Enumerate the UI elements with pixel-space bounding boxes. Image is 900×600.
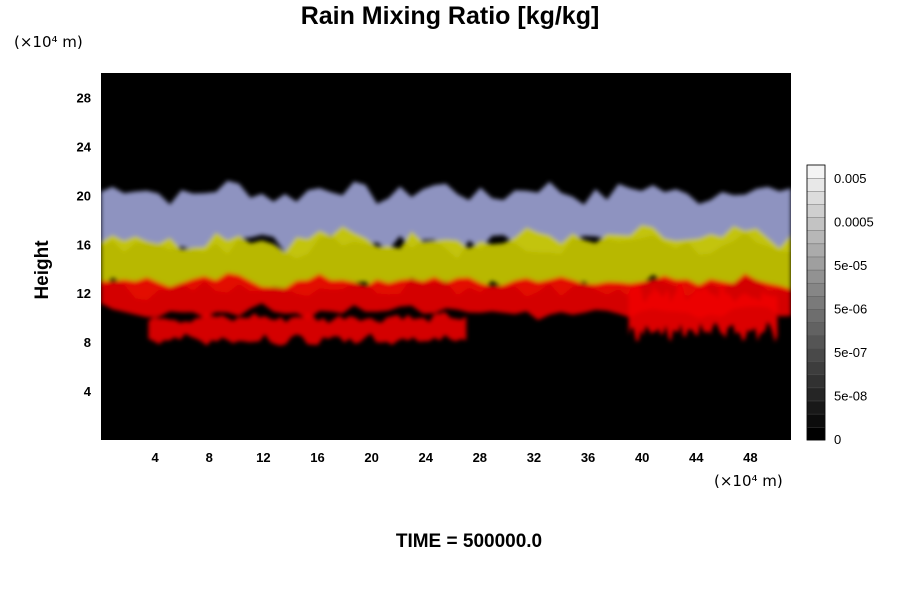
x-tick-label: 36	[581, 450, 595, 465]
colorbar-level	[806, 361, 826, 376]
colorbar-level	[806, 374, 826, 389]
x-tick-label: 32	[527, 450, 541, 465]
colorbar-level	[806, 256, 826, 271]
colorbar-tick-label: 5e-05	[834, 258, 867, 273]
colorbar-tick-label: 0.005	[834, 171, 867, 186]
band-yellow-layer	[101, 224, 791, 301]
x-tick-label: 40	[635, 450, 649, 465]
colorbar-level	[806, 400, 826, 415]
colorbar-level	[806, 335, 826, 349]
x-tick-label: 20	[364, 450, 378, 465]
colorbar-tick-label: 5e-08	[834, 389, 867, 404]
x-axis-unit: (×10⁴ m)	[714, 472, 783, 490]
y-axis-unit: (×10⁴ m)	[14, 33, 83, 51]
colorbar-level	[806, 243, 826, 258]
y-tick-label: 20	[77, 188, 91, 203]
y-tick-label: 28	[77, 90, 91, 105]
colorbar-level	[806, 164, 826, 179]
data-bands	[101, 180, 791, 346]
colorbar-level	[806, 190, 826, 205]
x-tick-label: 4	[152, 450, 160, 465]
time-label: TIME = 500000.0	[395, 531, 543, 552]
colorbar-level	[806, 348, 826, 362]
colorbar-tick-label: 5e-06	[834, 302, 867, 317]
x-tick-label: 28	[473, 450, 487, 465]
colorbar-level	[806, 413, 826, 428]
colorbar-level	[806, 230, 826, 245]
colorbar-tick-label: 0	[834, 432, 841, 447]
chart-title: Rain Mixing Ratio [kg/kg]	[300, 2, 600, 30]
y-tick-label: 12	[77, 286, 91, 301]
colorbar-level	[806, 426, 826, 441]
colorbar-level	[806, 387, 826, 402]
colorbar-tick-label: 0.0005	[834, 215, 874, 230]
x-tick-label: 8	[206, 450, 213, 465]
colorbar-level	[806, 217, 826, 231]
x-tick-label: 48	[743, 450, 757, 465]
band-red-cell	[628, 282, 778, 343]
band-lower-red-patch	[148, 311, 467, 346]
y-tick-label: 8	[84, 335, 91, 350]
x-tick-label: 12	[256, 450, 270, 465]
colorbar-level	[806, 269, 826, 284]
colorbar-level	[806, 177, 826, 192]
colorbar-level	[806, 282, 826, 297]
x-tick-label: 24	[418, 450, 433, 465]
colorbar-level	[806, 321, 826, 336]
y-tick-label: 24	[77, 139, 92, 154]
y-tick-label: 16	[77, 237, 91, 252]
x-tick-label: 44	[689, 450, 704, 465]
colorbar-tick-label: 5e-07	[834, 345, 867, 360]
colorbar-level	[806, 308, 826, 323]
colorbar-frame	[806, 164, 826, 441]
band-red-layer	[101, 272, 791, 321]
x-tick-label: 16	[310, 450, 324, 465]
y-tick-label: 4	[84, 384, 92, 399]
colorbar-level	[806, 295, 826, 310]
colorbar-level	[806, 204, 826, 218]
